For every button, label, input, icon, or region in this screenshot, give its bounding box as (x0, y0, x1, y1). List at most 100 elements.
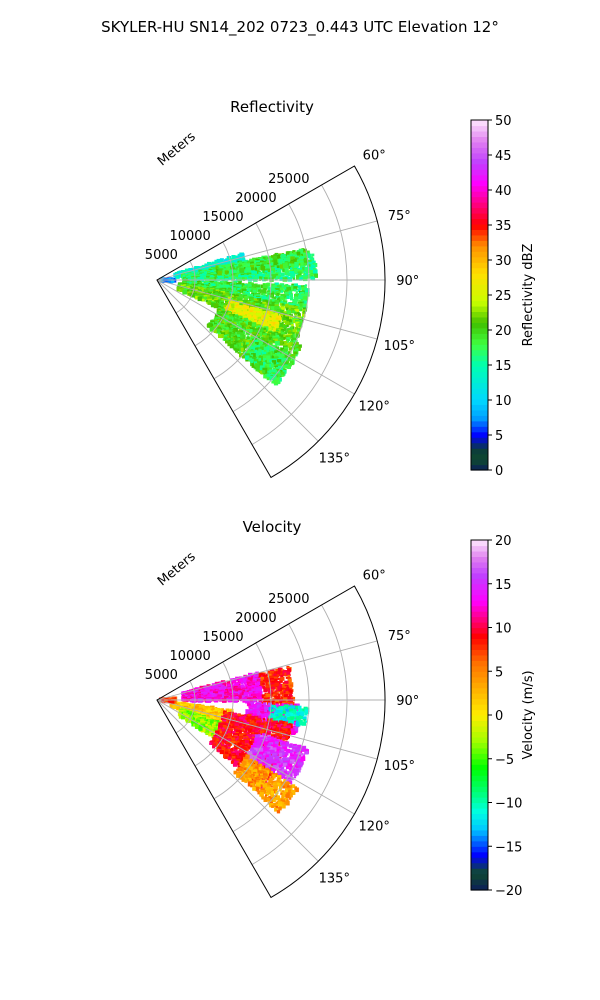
radar-gate (256, 687, 261, 693)
radar-gate (282, 268, 286, 273)
radar-gate (270, 701, 275, 705)
radar-gate (191, 717, 196, 722)
colorbar-segment (471, 431, 488, 438)
colorbar-tick-label: 50 (495, 114, 512, 129)
radar-gate (285, 278, 288, 281)
colorbar-segment (471, 191, 488, 198)
radar-gate (254, 345, 257, 349)
radar-gate (303, 252, 306, 256)
radar-gate (206, 732, 209, 735)
colorbar-segment (471, 185, 488, 192)
colorbar-segment (471, 338, 488, 345)
radar-gate (287, 365, 291, 369)
radar-gate (277, 377, 282, 382)
radar-gate (282, 715, 286, 719)
radar-gate (270, 716, 274, 721)
radar-gate (288, 263, 292, 266)
radar-gate (222, 330, 228, 336)
radar-gate (255, 367, 260, 372)
radar-gate (303, 248, 307, 253)
radar-gate (181, 715, 186, 720)
radar-gate (261, 360, 264, 363)
radar-gate (263, 264, 268, 269)
radar-gate (231, 293, 235, 297)
colorbar-segment (471, 382, 488, 389)
colorbar-segment (471, 158, 488, 165)
colorbar-segment (471, 196, 488, 203)
radar-gate (286, 287, 291, 292)
radar-gate (239, 347, 244, 353)
radar-gate (211, 297, 215, 301)
radar-gate (261, 317, 264, 320)
radar-gate (280, 716, 284, 720)
radar-gate (216, 277, 220, 282)
radar-gate (236, 272, 240, 276)
radar-gate (276, 671, 282, 677)
colorbar-tick-label: 5 (495, 429, 503, 444)
radar-gate (221, 303, 225, 307)
radar-gate (257, 334, 261, 337)
radar-gate (213, 303, 219, 309)
radar-gate (231, 324, 236, 329)
radar-gate (220, 277, 223, 280)
radar-gate (281, 330, 284, 333)
radar-region (177, 707, 222, 739)
radar-gate (247, 322, 252, 326)
radar-gate (246, 289, 249, 292)
radar-gate (265, 693, 270, 699)
radar-gate (195, 295, 199, 300)
colorbar-segment (471, 240, 488, 247)
radar-gate (285, 354, 290, 359)
radar-gate (261, 355, 267, 360)
radar-gate (229, 283, 233, 286)
radar-gate (274, 706, 278, 710)
radar-gate (217, 271, 222, 276)
radar-gate (252, 342, 256, 345)
radar-gate (313, 273, 318, 278)
radar-gate (254, 352, 260, 357)
colorbar-segment (471, 180, 488, 187)
radar-gate (251, 302, 256, 307)
radar-gate (285, 708, 289, 712)
radar-gate (259, 327, 264, 332)
radar-gate (240, 334, 246, 340)
radar-gate (278, 710, 284, 715)
radar-gate (185, 718, 191, 723)
radar-gate (273, 375, 277, 379)
radar-gate (266, 359, 270, 363)
radar-gate (290, 307, 296, 313)
radar-gate (304, 294, 308, 297)
radar-gate (282, 356, 285, 359)
radar-gate (274, 252, 279, 257)
radar-gate (272, 717, 277, 722)
radar-gate (255, 674, 260, 680)
azimuth-tick-label: 120° (359, 399, 390, 414)
radar-gate (268, 293, 271, 296)
radar-gate (278, 670, 281, 673)
radar-gate (271, 288, 276, 294)
radar-gate (285, 723, 289, 727)
radar-gate (296, 257, 299, 260)
radar-gate (274, 282, 279, 287)
radar-gate (256, 350, 260, 354)
radar-gate (278, 262, 282, 265)
radar-gate (239, 268, 245, 273)
radar-gate (246, 718, 250, 721)
radar-gate (269, 358, 274, 363)
radar-gate (288, 292, 291, 295)
radar-gate (230, 678, 235, 683)
colorbar-segment (471, 169, 488, 176)
radar-gate (251, 267, 255, 271)
radar-gate (268, 360, 272, 363)
radar-gate (248, 357, 253, 362)
radar-gate (198, 726, 203, 731)
radar-gate (265, 335, 269, 339)
radar-gate (250, 360, 254, 363)
radar-gate (170, 704, 174, 708)
radial-tick-label: 15000 (202, 210, 243, 225)
radar-gate (200, 267, 205, 271)
radar-gate (290, 730, 295, 735)
radar-gate (269, 311, 274, 316)
radar-gate (258, 271, 263, 276)
radar-gate (262, 370, 266, 374)
